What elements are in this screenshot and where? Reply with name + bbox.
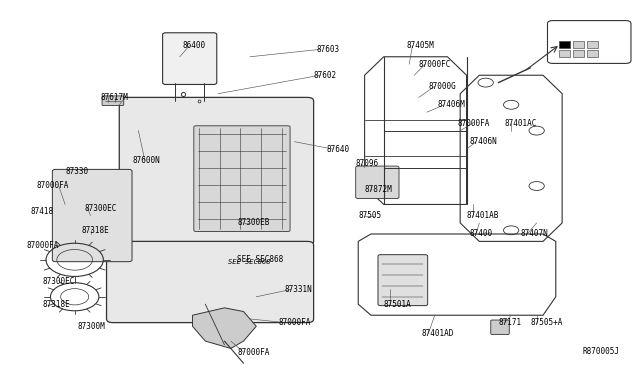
FancyBboxPatch shape bbox=[52, 169, 132, 262]
Text: 87405M: 87405M bbox=[406, 41, 434, 50]
Text: 87501A: 87501A bbox=[384, 300, 412, 309]
FancyBboxPatch shape bbox=[106, 241, 314, 323]
Text: 87171: 87171 bbox=[499, 318, 522, 327]
FancyBboxPatch shape bbox=[163, 33, 217, 84]
Text: SEE SEC868: SEE SEC868 bbox=[237, 255, 284, 264]
Bar bbox=[559, 50, 570, 57]
FancyBboxPatch shape bbox=[102, 96, 124, 106]
Text: 87872M: 87872M bbox=[365, 185, 392, 194]
Text: 87318E: 87318E bbox=[43, 300, 70, 309]
Text: 87000FA: 87000FA bbox=[36, 182, 69, 190]
Text: 87407N: 87407N bbox=[521, 230, 548, 238]
FancyBboxPatch shape bbox=[194, 126, 290, 231]
Text: 87505: 87505 bbox=[358, 211, 381, 220]
Text: 87602: 87602 bbox=[314, 71, 337, 80]
Text: 87000G: 87000G bbox=[428, 82, 456, 91]
Text: SEE SEC868: SEE SEC868 bbox=[228, 259, 270, 265]
Text: 87617M: 87617M bbox=[100, 93, 128, 102]
Bar bbox=[573, 50, 584, 57]
FancyBboxPatch shape bbox=[378, 255, 428, 306]
Text: 87401AB: 87401AB bbox=[467, 211, 499, 220]
Text: 87401AC: 87401AC bbox=[505, 119, 537, 128]
Text: 87400: 87400 bbox=[470, 230, 493, 238]
Text: 87000FA: 87000FA bbox=[27, 241, 60, 250]
Bar bbox=[587, 41, 598, 48]
Text: 87000FC: 87000FC bbox=[419, 60, 451, 69]
Bar bbox=[587, 50, 598, 57]
Text: 87505+A: 87505+A bbox=[531, 318, 563, 327]
Text: 87603: 87603 bbox=[317, 45, 340, 54]
Text: 87300EC: 87300EC bbox=[43, 278, 75, 286]
Text: 87000FA: 87000FA bbox=[278, 318, 311, 327]
Polygon shape bbox=[193, 308, 256, 349]
Text: R870005J: R870005J bbox=[582, 347, 620, 356]
Text: 86400: 86400 bbox=[183, 41, 206, 50]
Text: 87096: 87096 bbox=[355, 159, 378, 169]
Text: 87406M: 87406M bbox=[438, 100, 466, 109]
Bar bbox=[573, 41, 584, 48]
FancyBboxPatch shape bbox=[119, 97, 314, 245]
FancyBboxPatch shape bbox=[547, 20, 631, 63]
Text: 87000FA: 87000FA bbox=[457, 119, 490, 128]
Text: 87401AD: 87401AD bbox=[422, 329, 454, 338]
Text: 87300EB: 87300EB bbox=[237, 218, 269, 227]
Text: 87600N: 87600N bbox=[132, 155, 160, 165]
Text: 87331N: 87331N bbox=[285, 285, 313, 294]
Text: 87318E: 87318E bbox=[81, 226, 109, 235]
Text: 87000FA: 87000FA bbox=[237, 348, 269, 357]
Bar bbox=[559, 41, 570, 48]
Text: 87640: 87640 bbox=[326, 145, 349, 154]
Text: 87330: 87330 bbox=[65, 167, 88, 176]
Text: 87300M: 87300M bbox=[78, 322, 106, 331]
FancyBboxPatch shape bbox=[356, 166, 399, 199]
Text: 87418: 87418 bbox=[30, 207, 53, 217]
Text: 87300EC: 87300EC bbox=[84, 203, 116, 213]
FancyBboxPatch shape bbox=[491, 320, 509, 334]
Text: 87406N: 87406N bbox=[470, 137, 497, 146]
